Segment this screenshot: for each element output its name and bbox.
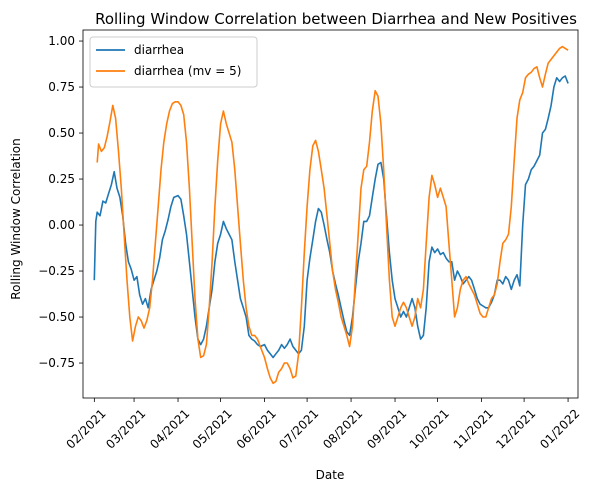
x-axis: 02/202103/202104/202105/202106/202107/20… [64,398,582,452]
series-layer [93,45,569,385]
y-axis-label: Rolling Window Correlation [9,138,23,299]
x-tick-label: 11/2021 [451,406,496,451]
plot-frame [82,29,579,399]
x-tick-label: 04/2021 [147,406,192,451]
y-tick-label: 0.00 [48,218,75,232]
legend-box [89,36,258,88]
chart-title: Rolling Window Correlation between Diarr… [95,10,577,28]
legend-label: diarrhea (mv = 5) [134,64,241,78]
legend-label: diarrhea [134,43,184,57]
y-tick-label: −0.50 [38,310,75,324]
x-tick-label: 07/2021 [276,406,321,451]
x-tick-label: 08/2021 [320,406,365,451]
y-axis: −0.75 −0.50 −0.25 0.00 0.25 0.50 0.75 1.00 [38,34,83,370]
x-tick-label: 05/2021 [190,406,235,451]
x-axis-label: Date [316,468,345,482]
plot-area [83,30,578,398]
y-tick-label: 0.50 [48,126,75,140]
x-tick-label: 10/2021 [407,406,452,451]
y-tick-label: 1.00 [48,34,75,48]
x-tick-label: 01/2022 [537,406,582,451]
series-line-2 [96,45,569,385]
y-tick-label: 0.75 [48,80,75,94]
legend: diarrhea diarrhea (mv = 5) [89,36,258,88]
x-tick-label: 03/2021 [103,406,148,451]
x-tick-label: 12/2021 [493,406,538,451]
y-tick-label: 0.25 [48,172,75,186]
x-tick-label: 09/2021 [364,406,409,451]
y-tick-label: −0.25 [38,264,75,278]
y-tick-label: −0.75 [38,356,75,370]
x-tick-label: 06/2021 [234,406,279,451]
x-tick-label: 02/2021 [64,406,109,451]
